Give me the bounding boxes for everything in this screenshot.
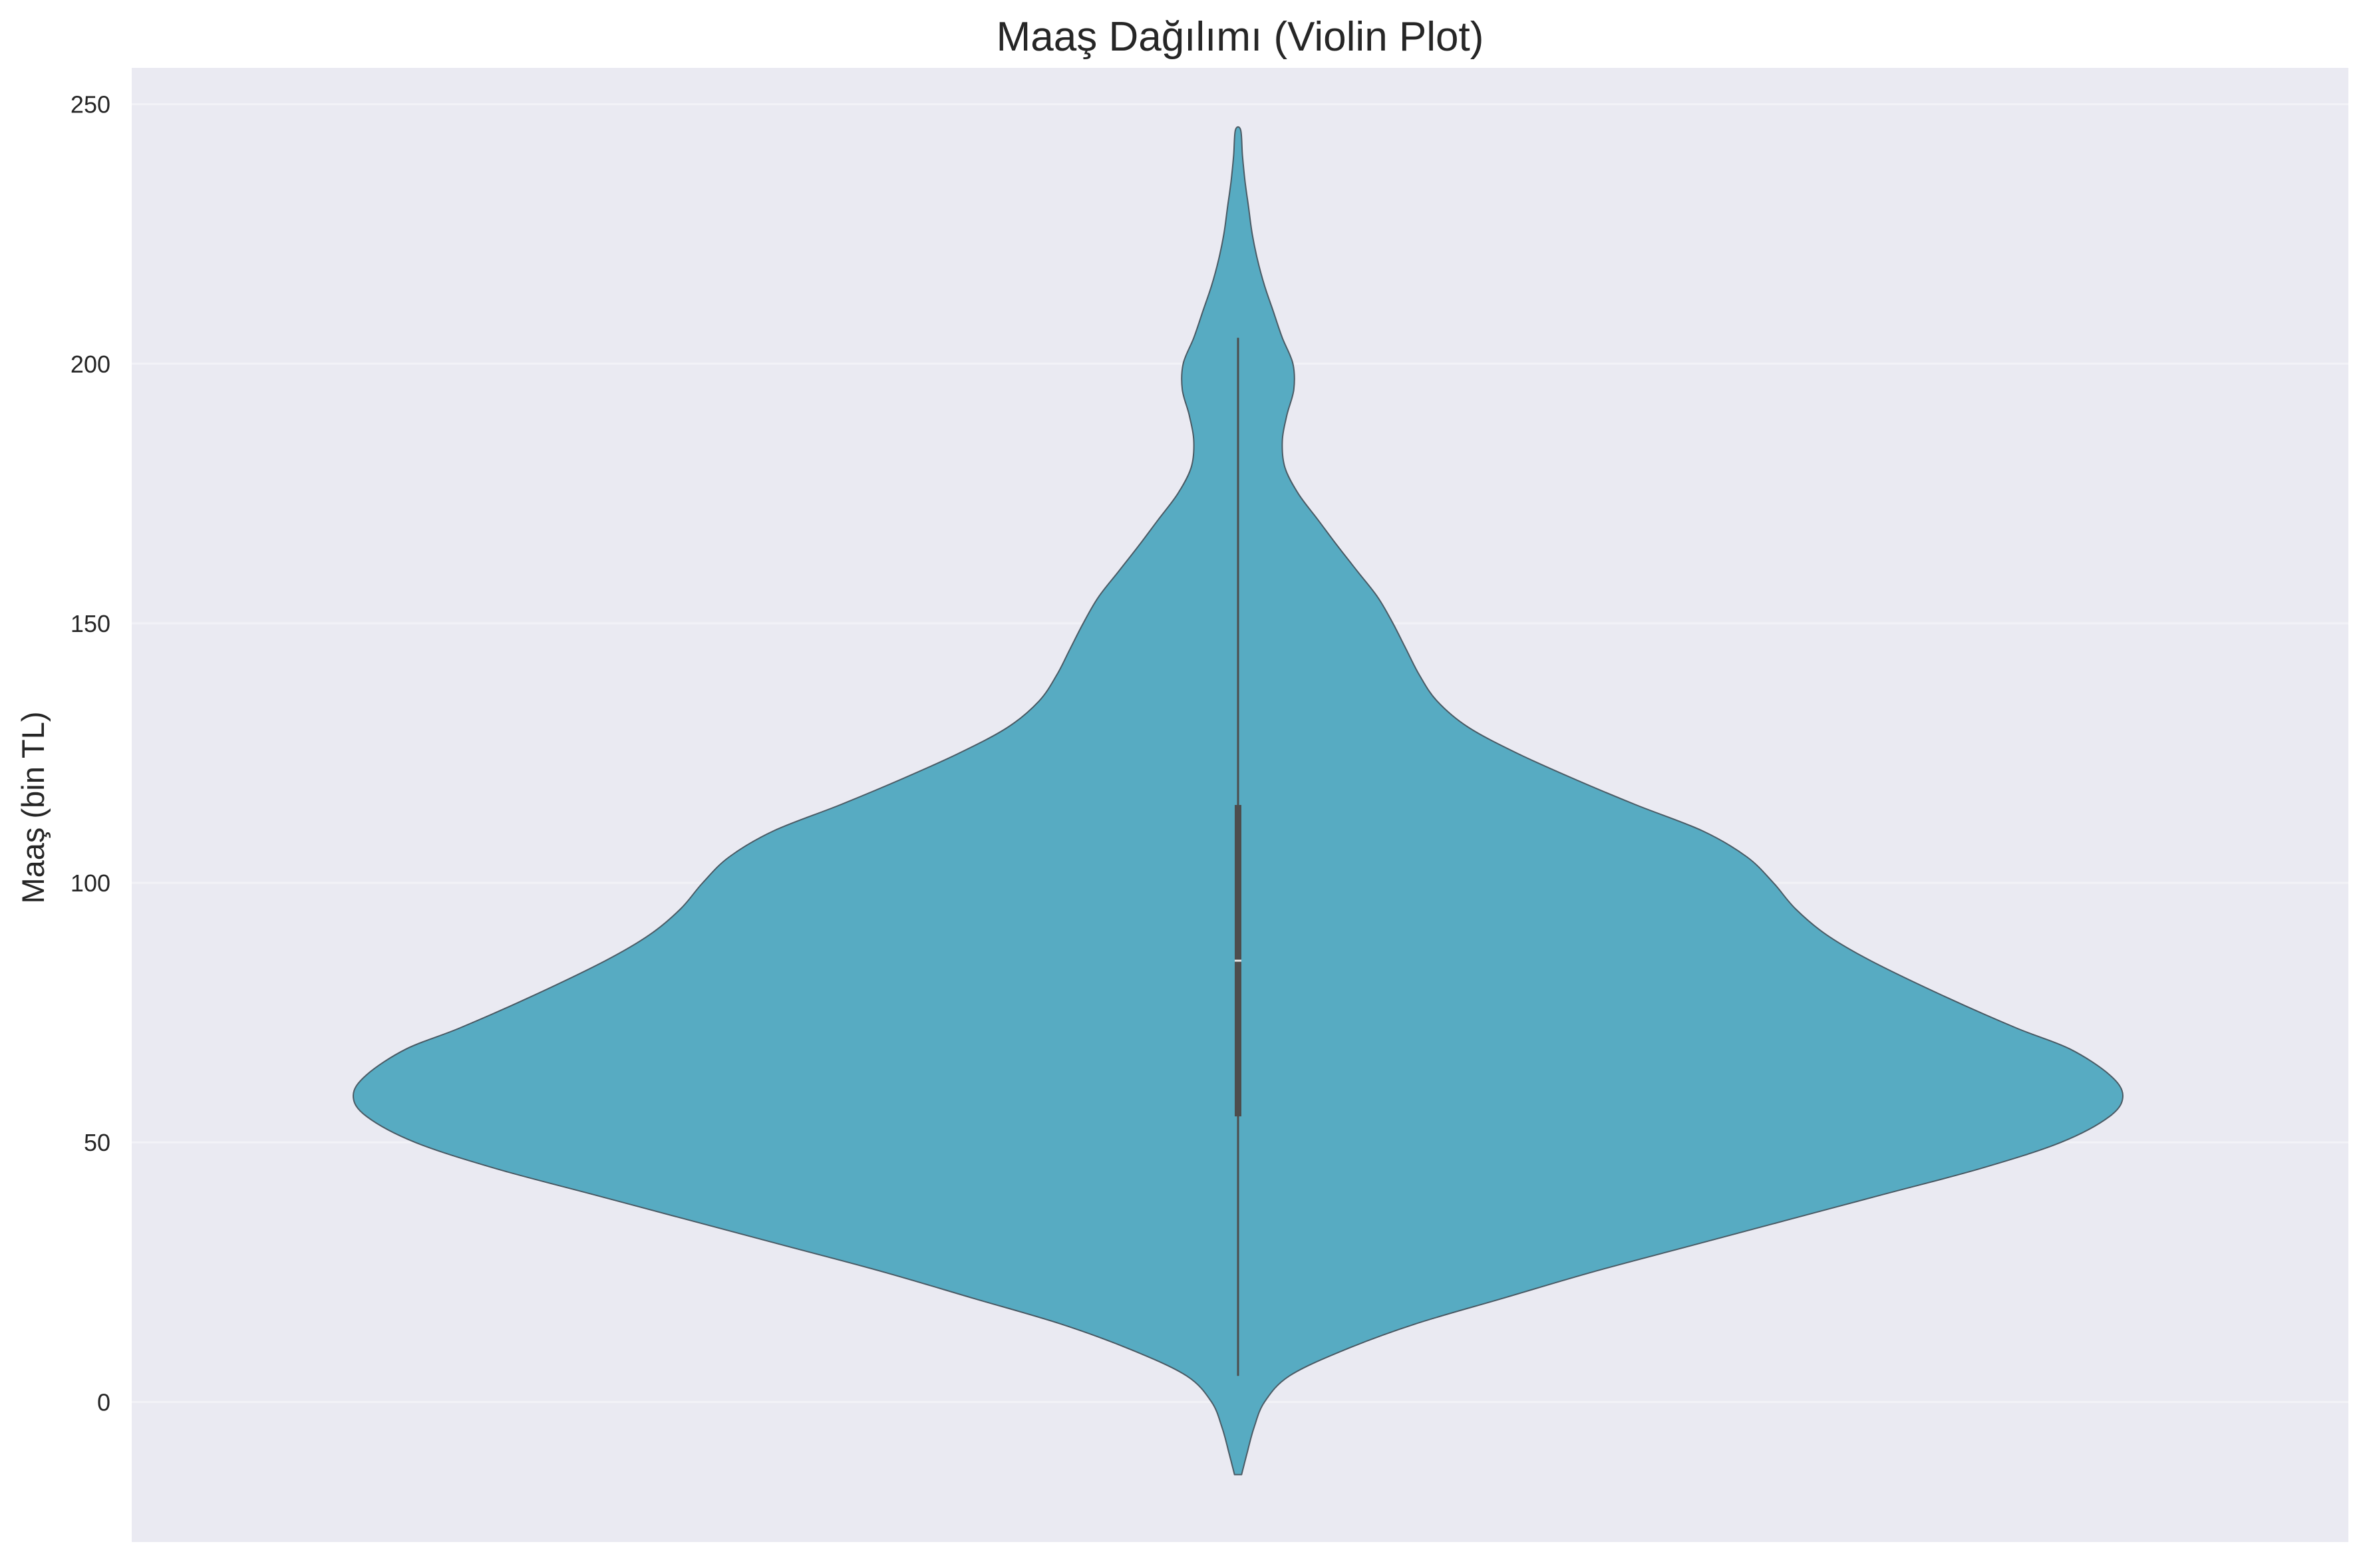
y-tick-label: 50 [84, 1129, 110, 1156]
y-tick-label: 0 [97, 1388, 110, 1416]
y-tick-label: 200 [71, 351, 110, 378]
chart-title: Maaş Dağılımı (Violin Plot) [997, 14, 1484, 60]
y-tick-label: 250 [71, 91, 110, 118]
violin-group [353, 126, 2124, 1476]
y-axis-label: Maaş (bin TL) [15, 711, 51, 903]
y-tick-label: 150 [71, 610, 110, 637]
y-tick-labels: 0 50 100 150 200 250 [71, 91, 110, 1416]
y-tick-label: 100 [71, 869, 110, 897]
